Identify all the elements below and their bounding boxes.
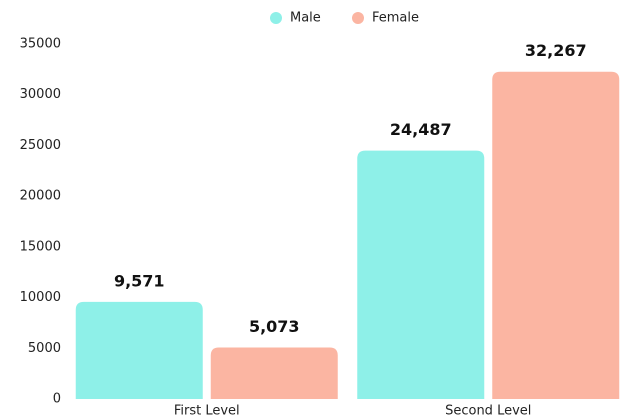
y-tick-label: 35000 — [20, 37, 61, 52]
legend-swatch — [270, 12, 282, 24]
y-tick-label: 30000 — [20, 87, 61, 102]
value-label: 32,267 — [525, 41, 587, 60]
y-tick-label: 0 — [53, 392, 61, 407]
y-tick-label: 15000 — [20, 239, 61, 254]
bar — [357, 150, 485, 399]
y-tick-label: 5000 — [28, 341, 61, 356]
value-label: 9,571 — [114, 271, 165, 290]
x-tick-label: Second Level — [445, 404, 531, 418]
value-label: 24,487 — [390, 120, 452, 139]
legend-swatch — [352, 12, 364, 24]
legend-label: Female — [372, 11, 419, 26]
y-tick-label: 20000 — [20, 189, 61, 204]
bar — [75, 301, 203, 399]
bar — [492, 71, 620, 399]
y-tick-label: 10000 — [20, 290, 61, 305]
value-label: 5,073 — [249, 317, 300, 336]
x-tick-label: First Level — [174, 404, 240, 418]
y-tick-label: 25000 — [20, 138, 61, 153]
legend-label: Male — [290, 11, 321, 26]
bar — [210, 347, 338, 399]
